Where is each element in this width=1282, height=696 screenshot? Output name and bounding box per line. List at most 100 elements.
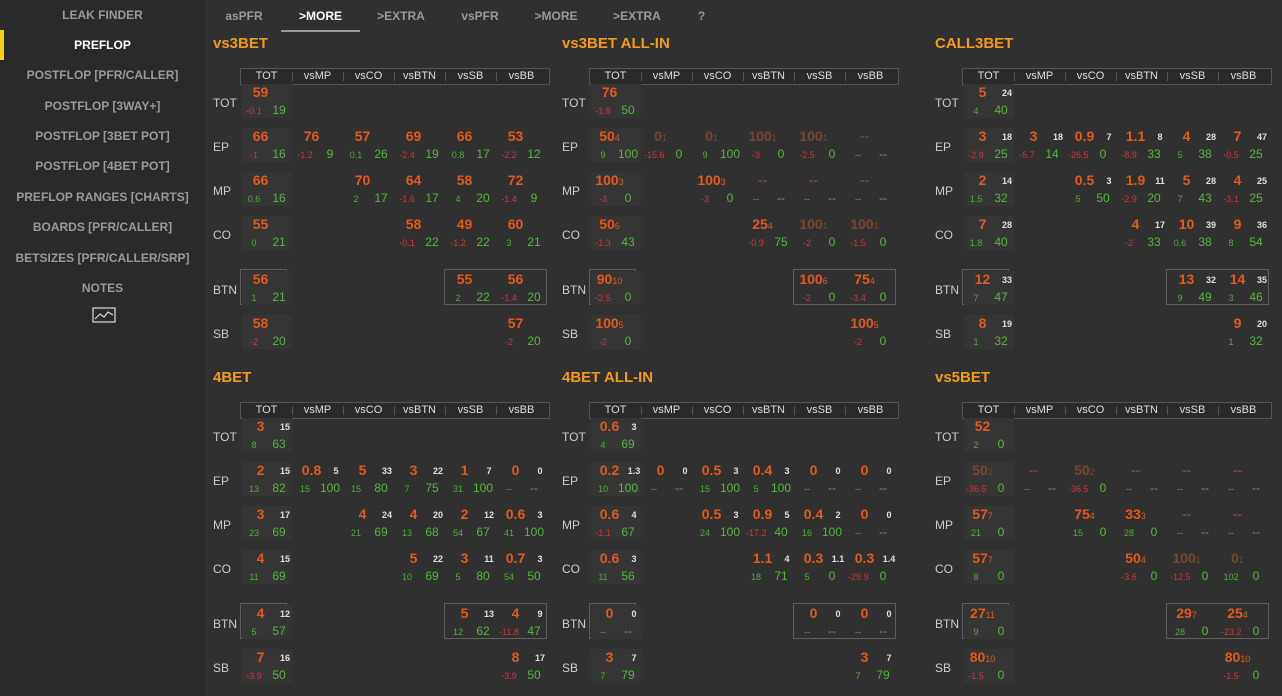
stat-cell-sb-tot[interactable]: 58 -2 20 <box>242 315 292 349</box>
stat-cell-tot-tot[interactable]: 59 -0.1 19 <box>242 84 292 118</box>
stat-cell-mp-vssb[interactable]: -- -- -- <box>795 172 845 206</box>
stat-cell-co-tot[interactable]: 506 -1.3 43 <box>591 216 641 250</box>
tab-vspfr-3[interactable]: vsPFR <box>461 9 499 23</box>
stat-cell-co-vssb[interactable]: 0.3 1.1 5 0 <box>795 550 845 584</box>
stat-cell-mp-tot[interactable]: 66 0.6 16 <box>242 172 292 206</box>
stat-cell-ep-vsbb[interactable]: 53 -2.2 12 <box>497 128 547 162</box>
stat-cell-ep-vssb[interactable]: 1 7 31 100 <box>446 462 496 496</box>
stat-cell-mp-vsbb[interactable]: 0.6 3 41 100 <box>497 506 547 540</box>
stat-cell-ep-vsmp[interactable]: 76 -1.2 9 <box>293 128 343 162</box>
stat-cell-mp-vsbb[interactable]: 0 0 -- -- <box>846 506 896 540</box>
stat-cell-co-vsbtn[interactable]: 504 -3.6 0 <box>1117 550 1167 584</box>
stat-cell-sb-vsbb[interactable]: 57 -2 20 <box>497 315 547 349</box>
chart-icon[interactable] <box>92 307 116 323</box>
stat-cell-tot-tot[interactable]: 5 24 4 40 <box>964 84 1014 118</box>
stat-cell-mp-vsbtn[interactable]: 4 20 13 68 <box>395 506 445 540</box>
tab-more-more-4[interactable]: >MORE <box>534 9 578 23</box>
stat-cell-mp-vssb[interactable]: 58 4 20 <box>446 172 496 206</box>
stat-cell-btn-vssb[interactable]: 13 32 9 49 <box>1168 271 1218 305</box>
stat-cell-co-vsbtn[interactable]: 58 -0.1 22 <box>395 216 445 250</box>
stat-cell-ep-vsbb[interactable]: 0 0 -- -- <box>497 462 547 496</box>
stat-cell-co-vsbb[interactable]: 1001 -1.5 0 <box>846 216 896 250</box>
stat-cell-mp-vsbtn[interactable]: 1.9 11 -2.9 20 <box>1117 172 1167 206</box>
stat-cell-ep-tot[interactable]: 0.2 1.3 10 100 <box>591 462 641 496</box>
stat-cell-ep-vsbtn[interactable]: -- -- -- <box>1117 462 1167 496</box>
tab-more-more-1[interactable]: >MORE <box>281 0 360 32</box>
stat-cell-co-tot[interactable]: 577 8 0 <box>964 550 1014 584</box>
stat-cell-mp-vssb[interactable]: 0.4 2 16 100 <box>795 506 845 540</box>
stat-cell-btn-tot[interactable]: 4 12 5 57 <box>242 605 292 639</box>
stat-cell-co-vsbtn[interactable]: 4 17 -2 33 <box>1117 216 1167 250</box>
stat-cell-sb-vsbb[interactable]: 8010 -1.5 0 <box>1219 649 1269 683</box>
stat-cell-ep-vsbb[interactable]: 7 47 -0.5 25 <box>1219 128 1269 162</box>
stat-cell-co-vssb[interactable]: 1001 -12.5 0 <box>1168 550 1218 584</box>
stat-cell-btn-tot[interactable]: 9010 -2.5 0 <box>591 271 641 305</box>
stat-cell-ep-tot[interactable]: 2 15 13 82 <box>242 462 292 496</box>
stat-cell-mp-vsco[interactable]: 754 15 0 <box>1066 506 1116 540</box>
stat-cell-ep-vsco[interactable]: 0.9 7 -26.5 0 <box>1066 128 1116 162</box>
stat-cell-sb-vsbb[interactable]: 8 17 -3.9 50 <box>497 649 547 683</box>
stat-cell-mp-vsbtn[interactable]: 0.9 5 -17.2 40 <box>744 506 794 540</box>
stat-cell-ep-vssb[interactable]: 1001 -2.5 0 <box>795 128 845 162</box>
stat-cell-btn-vsbb[interactable]: 14 35 3 46 <box>1219 271 1269 305</box>
sidebar-item-postflop-3bet-pot[interactable]: POSTFLOP [3BET POT] <box>35 129 170 143</box>
stat-cell-ep-vssb[interactable]: -- -- -- <box>1168 462 1218 496</box>
stat-cell-mp-vssb[interactable]: -- -- -- <box>1168 506 1218 540</box>
stat-cell-mp-tot[interactable]: 3 17 23 69 <box>242 506 292 540</box>
stat-cell-mp-vsbb[interactable]: -- -- -- <box>846 172 896 206</box>
stat-cell-mp-vsbtn[interactable]: 333 28 0 <box>1117 506 1167 540</box>
stat-cell-tot-tot[interactable]: 76 -1.8 50 <box>591 84 641 118</box>
stat-cell-co-vssb[interactable]: 49 -1.2 22 <box>446 216 496 250</box>
stat-cell-mp-vssb[interactable]: 2 12 54 67 <box>446 506 496 540</box>
stat-cell-co-vsbb[interactable]: 01 102 0 <box>1219 550 1269 584</box>
stat-cell-mp-vsco[interactable]: 70 2 17 <box>344 172 394 206</box>
stat-cell-btn-tot[interactable]: 0 0 -- -- <box>591 605 641 639</box>
stat-cell-btn-vsbb[interactable]: 4 9 -11.8 47 <box>497 605 547 639</box>
sidebar-item-boards-pfr-caller[interactable]: BOARDS [PFR/CALLER] <box>32 220 173 234</box>
stat-cell-ep-tot[interactable]: 3 18 -2.9 25 <box>964 128 1014 162</box>
stat-cell-ep-vsmp[interactable]: 3 18 -5.7 14 <box>1015 128 1065 162</box>
stat-cell-mp-vsbb[interactable]: 72 -1.4 9 <box>497 172 547 206</box>
stat-cell-ep-vsmp[interactable]: 0 0 -- -- <box>642 462 692 496</box>
stat-cell-ep-vsco[interactable]: 5 33 15 80 <box>344 462 394 496</box>
stat-cell-mp-vsbb[interactable]: -- -- -- <box>1219 506 1269 540</box>
stat-cell-mp-tot[interactable]: 2 14 1.5 32 <box>964 172 1014 206</box>
stat-cell-btn-vssb[interactable]: 297 28 0 <box>1168 605 1218 639</box>
stat-cell-ep-vsco[interactable]: 01 9 100 <box>693 128 743 162</box>
stat-cell-btn-vsbb[interactable]: 0 0 -- -- <box>846 605 896 639</box>
stat-cell-sb-tot[interactable]: 8 19 1 32 <box>964 315 1014 349</box>
stat-cell-ep-vsmp[interactable]: 0.8 5 15 100 <box>293 462 343 496</box>
stat-cell-ep-vsbb[interactable]: -- -- -- <box>846 128 896 162</box>
stat-cell-tot-tot[interactable]: 0.6 3 4 69 <box>591 418 641 452</box>
stat-cell-ep-vsbtn[interactable]: 1001 -3 0 <box>744 128 794 162</box>
stat-cell-btn-tot[interactable]: 56 1 21 <box>242 271 292 305</box>
stat-cell-btn-vssb[interactable]: 55 2 22 <box>446 271 496 305</box>
stat-cell-ep-vsmp[interactable]: -- -- -- <box>1015 462 1065 496</box>
stat-cell-btn-vssb[interactable]: 0 0 -- -- <box>795 605 845 639</box>
stat-cell-mp-vsco[interactable]: 1003 -3 0 <box>693 172 743 206</box>
stat-cell-co-vsbb[interactable]: 0.7 3 54 50 <box>497 550 547 584</box>
stat-cell-ep-vssb[interactable]: 4 28 5 38 <box>1168 128 1218 162</box>
stat-cell-tot-tot[interactable]: 3 15 8 63 <box>242 418 292 452</box>
tab-aspfr-0[interactable]: asPFR <box>225 9 263 23</box>
stat-cell-ep-tot[interactable]: 66 -1 16 <box>242 128 292 162</box>
stat-cell-co-tot[interactable]: 55 0 21 <box>242 216 292 250</box>
sidebar-item-postflop-4bet-pot[interactable]: POSTFLOP [4BET POT] <box>35 159 170 173</box>
stat-cell-ep-vsco[interactable]: 0.5 3 15 100 <box>693 462 743 496</box>
stat-cell-btn-vsbb[interactable]: 56 -1.4 20 <box>497 271 547 305</box>
sidebar-item-preflop[interactable]: PREFLOP <box>0 30 205 60</box>
stat-cell-mp-vsco[interactable]: 0.5 3 24 100 <box>693 506 743 540</box>
stat-cell-tot-tot[interactable]: 52 2 0 <box>964 418 1014 452</box>
stat-cell-ep-vssb[interactable]: 66 0.8 17 <box>446 128 496 162</box>
stat-cell-co-vsbtn[interactable]: 254 -0.9 75 <box>744 216 794 250</box>
stat-cell-ep-vsbb[interactable]: -- -- -- <box>1219 462 1269 496</box>
stat-cell-ep-vsbb[interactable]: 0 0 -- -- <box>846 462 896 496</box>
stat-cell-mp-vsbb[interactable]: 4 25 -3.1 25 <box>1219 172 1269 206</box>
stat-cell-ep-vsmp[interactable]: 01 -15.6 0 <box>642 128 692 162</box>
stat-cell-ep-vsbtn[interactable]: 69 -2.4 19 <box>395 128 445 162</box>
stat-cell-co-vsbtn[interactable]: 1.1 4 18 71 <box>744 550 794 584</box>
stat-cell-sb-vsbb[interactable]: 1005 -2 0 <box>846 315 896 349</box>
stat-cell-ep-tot[interactable]: 504 9 100 <box>591 128 641 162</box>
stat-cell-ep-vsbtn[interactable]: 1.1 8 -8.9 33 <box>1117 128 1167 162</box>
stat-cell-sb-tot[interactable]: 3 7 7 79 <box>591 649 641 683</box>
